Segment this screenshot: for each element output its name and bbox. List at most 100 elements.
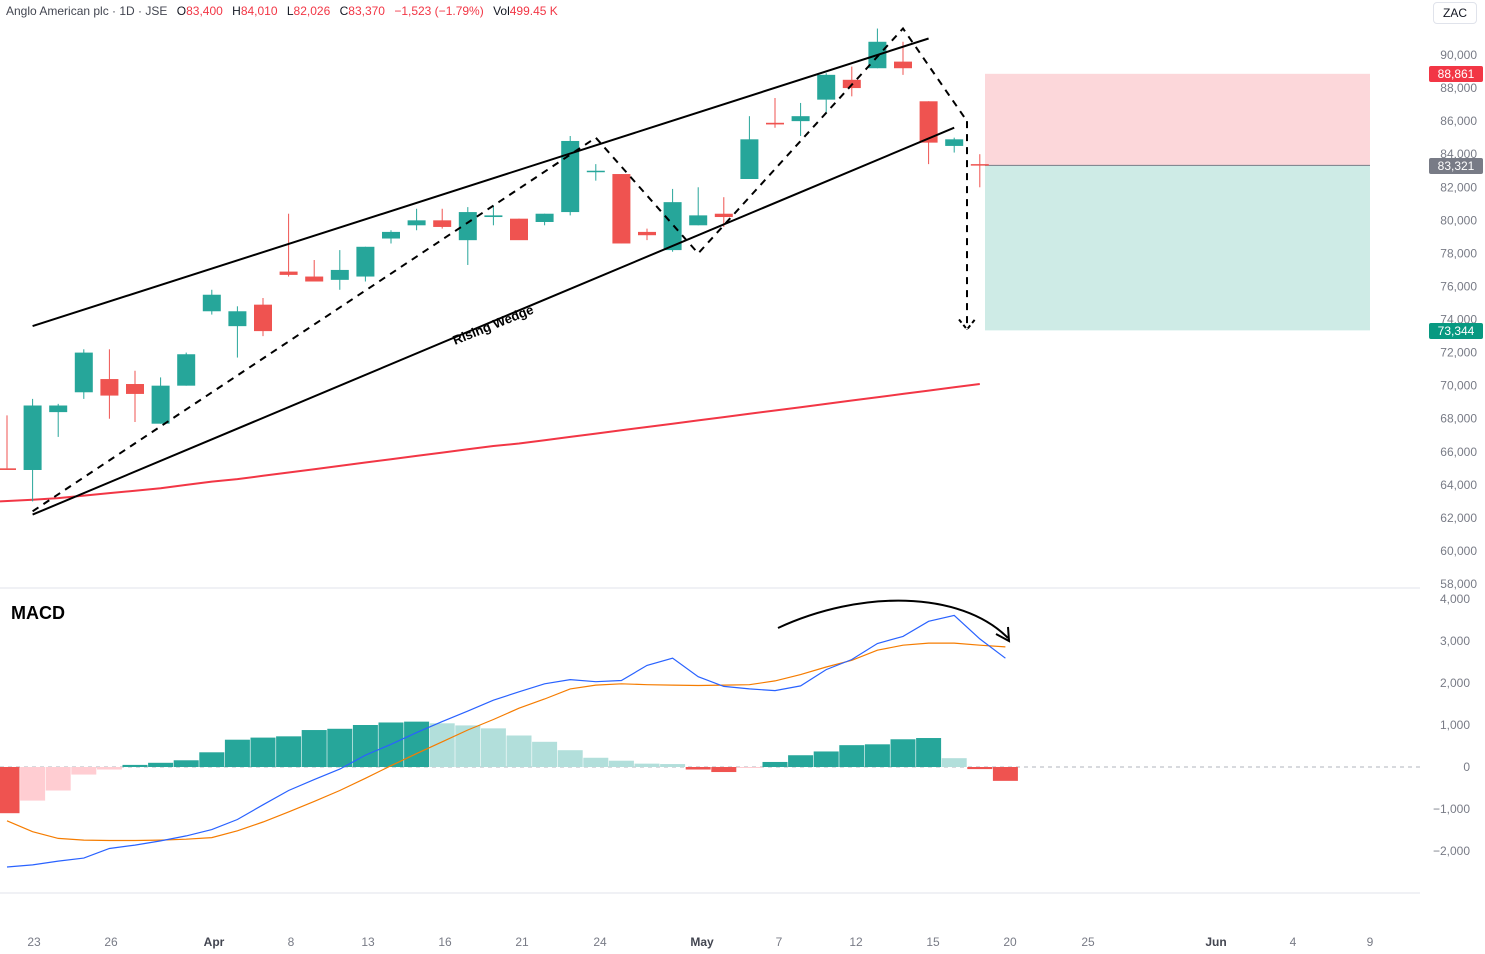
volume-value: 499.45 K	[509, 4, 558, 18]
time-axis-tick: 9	[1367, 935, 1374, 949]
candle-body	[330, 269, 349, 280]
candle-body	[228, 311, 247, 327]
time-axis-tick: 26	[104, 935, 118, 949]
candle	[586, 164, 605, 181]
drawings[interactable]: Rising Wedge	[32, 26, 976, 516]
time-axis-tick: May	[690, 935, 714, 949]
wedge-label: Rising Wedge	[451, 302, 536, 348]
macd-axis-tick: −1,000	[1433, 802, 1470, 816]
time-axis-tick: 25	[1081, 935, 1095, 949]
candle-body	[714, 213, 733, 218]
candle	[919, 101, 938, 165]
candle	[638, 228, 656, 241]
macd-histogram-bar	[148, 762, 174, 767]
high-label: H	[232, 4, 241, 18]
candles	[0, 28, 989, 502]
high-value: 84,010	[240, 4, 278, 18]
macd-histogram-bar	[276, 736, 302, 767]
macd-histogram-bar	[583, 757, 609, 767]
macd-histogram-bar	[20, 767, 46, 801]
close-label: C	[339, 4, 349, 18]
macd-histogram-bar	[532, 741, 558, 767]
price-axis-tick: 68,000	[1440, 412, 1477, 426]
current-price-tag: 83,321	[1429, 158, 1483, 174]
candle	[151, 377, 170, 424]
candle	[791, 102, 810, 137]
close-value: 83,370	[348, 4, 385, 18]
candle-body	[945, 139, 964, 146]
candle	[254, 298, 272, 337]
candle	[0, 415, 16, 470]
open-value: 83,400	[186, 4, 223, 18]
macd-histogram-bar	[557, 750, 583, 767]
time-axis-tick: 20	[1003, 935, 1017, 949]
candle-body	[100, 379, 119, 396]
macd-histogram-bar	[941, 758, 967, 767]
macd-histogram-bar	[0, 767, 20, 814]
candle	[714, 197, 733, 227]
candle	[177, 352, 196, 386]
macd-axis-tick: 2,000	[1440, 676, 1470, 690]
time-axis-tick: 21	[515, 935, 529, 949]
macd-axis-tick: 4,000	[1440, 592, 1470, 606]
macd-histogram-bar	[967, 767, 993, 770]
price-axis-tick: 82,000	[1440, 180, 1477, 194]
candle	[945, 137, 964, 153]
currency-button[interactable]: ZAC	[1433, 2, 1477, 24]
candle	[49, 403, 68, 437]
candle	[305, 260, 324, 282]
macd-histogram-bar	[506, 735, 532, 767]
macd-histogram-bar	[352, 725, 378, 767]
macd-histogram-bar	[788, 755, 814, 767]
macd-histogram-bar	[813, 751, 839, 767]
time-axis-tick: 24	[593, 935, 607, 949]
time-axis-tick: Apr	[204, 935, 225, 949]
macd-histogram-bar	[890, 739, 916, 767]
grid	[0, 587, 1420, 894]
symbol-label: Anglo American plc · 1D · JSE	[6, 4, 168, 18]
wedge-upper-line	[32, 37, 929, 328]
candle-body	[586, 170, 605, 173]
candle	[484, 205, 503, 226]
candle	[74, 349, 93, 399]
time-axis-tick: 8	[288, 935, 295, 949]
candle-body	[279, 271, 298, 275]
time-axis-tick: 15	[926, 935, 940, 949]
projection-arrowhead	[958, 318, 976, 332]
stop-price-tag: 88,861	[1429, 66, 1483, 82]
chart-header: Anglo American plc · 1D · JSE O83,400 H8…	[6, 4, 558, 18]
macd-axis-tick: 1,000	[1440, 718, 1470, 732]
macd-histogram-bar	[992, 767, 1018, 781]
candle	[330, 250, 349, 290]
candle	[535, 213, 554, 226]
candle-body	[23, 405, 42, 470]
price-axis-tick: 88,000	[1440, 81, 1477, 95]
candle	[407, 208, 426, 231]
target-price-tag: 73,344	[1429, 323, 1483, 339]
position-tool[interactable]	[985, 73, 1370, 331]
candle-body	[484, 215, 503, 218]
candle-body	[458, 212, 477, 241]
volume-label: Vol	[493, 4, 510, 18]
candle-body	[638, 231, 656, 236]
candle-body	[74, 352, 93, 393]
price-axis-tick: 64,000	[1440, 478, 1477, 492]
candle	[23, 398, 42, 502]
macd-histogram-bar	[736, 767, 762, 768]
zigzag-line	[32, 26, 968, 513]
macd-histogram-bar	[250, 737, 276, 767]
stop-zone	[985, 73, 1370, 166]
candle-body	[356, 246, 375, 277]
candle	[356, 246, 375, 282]
candle-body	[177, 354, 196, 386]
candle-body	[740, 139, 759, 179]
macd-pane	[0, 599, 1018, 868]
candle-body	[894, 61, 912, 69]
candle	[100, 349, 119, 419]
target-zone	[985, 165, 1370, 331]
time-axis-tick: 4	[1290, 935, 1297, 949]
candle-body	[151, 385, 170, 424]
candle	[202, 289, 221, 315]
time-axis-tick: 12	[849, 935, 863, 949]
